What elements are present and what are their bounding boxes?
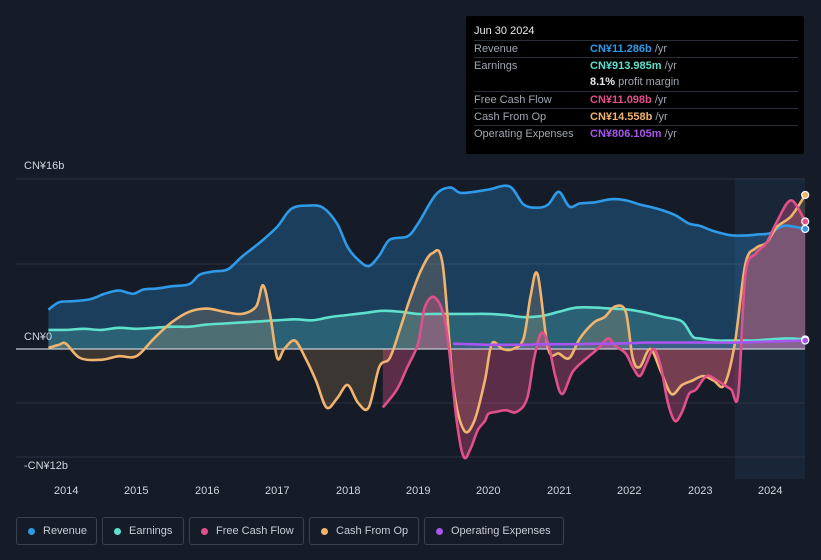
legend-label: Operating Expenses bbox=[451, 525, 551, 537]
legend-dot-icon bbox=[201, 527, 208, 535]
legend-label: Free Cash Flow bbox=[216, 525, 294, 537]
x-tick-label: 2020 bbox=[476, 485, 501, 497]
y-tick-label-top: CN¥16b bbox=[24, 160, 65, 172]
tooltip-value: CN¥11.098b /yr bbox=[590, 94, 667, 106]
tooltip-value-text: CN¥14.558b bbox=[590, 111, 653, 123]
tooltip-label: Revenue bbox=[474, 43, 519, 55]
tooltip-value: CN¥806.105m /yr bbox=[590, 128, 677, 140]
tooltip-value-text: CN¥806.105m bbox=[590, 128, 662, 140]
end-marker-operating-expenses bbox=[801, 336, 810, 345]
tooltip-row-cash-from-op: Cash From Op CN¥14.558b /yr bbox=[474, 108, 798, 126]
y-tick-label-zero: CN¥0 bbox=[24, 331, 53, 343]
tooltip-label: Operating Expenses bbox=[474, 128, 574, 140]
tooltip-value: CN¥913.985m /yr bbox=[590, 60, 677, 72]
x-tick-label: 2018 bbox=[336, 485, 361, 497]
area-earnings bbox=[48, 307, 806, 349]
area-free-cash-flow bbox=[382, 200, 806, 459]
tooltip-unit: /yr bbox=[661, 60, 677, 72]
tooltip-value-text: CN¥11.098b bbox=[590, 94, 652, 106]
end-marker-revenue bbox=[801, 224, 810, 234]
tooltip-label: Earnings bbox=[474, 60, 518, 72]
tooltip-value-text: CN¥11.286b bbox=[590, 43, 652, 55]
line-free-cash-flow bbox=[381, 199, 807, 460]
legend-label: Cash From Op bbox=[336, 525, 409, 537]
tooltip-value-text: 8.1% bbox=[590, 76, 616, 88]
x-tick-label: 2024 bbox=[758, 485, 783, 497]
line-revenue bbox=[47, 184, 806, 311]
x-tick-label: 2021 bbox=[547, 485, 572, 497]
legend-dot-icon bbox=[28, 527, 35, 535]
tooltip-value: 8.1% profit margin bbox=[590, 76, 679, 88]
legend-label: Revenue bbox=[43, 525, 88, 537]
series-areas bbox=[48, 185, 806, 459]
tooltip-value-text: CN¥913.985m bbox=[590, 60, 662, 72]
tooltip-value: CN¥14.558b /yr bbox=[590, 111, 668, 123]
x-tick-label: 2014 bbox=[54, 485, 79, 497]
tooltip-unit: profit margin bbox=[615, 76, 680, 88]
y-tick-label-bottom: -CN¥12b bbox=[24, 460, 69, 472]
series-lines bbox=[47, 184, 807, 460]
legend-free-cash-flow[interactable]: Free Cash Flow bbox=[189, 517, 304, 545]
end-marker-free-cash-flow bbox=[801, 217, 810, 226]
line-earnings bbox=[48, 305, 806, 342]
tooltip-row-free-cash-flow: Free Cash Flow CN¥11.098b /yr bbox=[474, 91, 798, 109]
legend-dot-icon bbox=[321, 527, 328, 535]
tooltip-unit: /yr bbox=[651, 43, 668, 55]
series-end-markers bbox=[801, 190, 810, 345]
x-tick-label: 2016 bbox=[195, 485, 220, 497]
tooltip-unit: /yr bbox=[661, 128, 677, 140]
legend-earnings[interactable]: Earnings bbox=[102, 517, 184, 545]
tooltip-value: CN¥11.286b /yr bbox=[590, 43, 667, 55]
tooltip-label: Cash From Op bbox=[474, 111, 547, 123]
legend-label: Earnings bbox=[129, 525, 173, 537]
legend-revenue[interactable]: Revenue bbox=[16, 517, 97, 545]
legend-dot-icon bbox=[436, 527, 443, 535]
tooltip-date: Jun 30 2024 bbox=[474, 25, 535, 37]
tooltip-row-profit-margin: 8.1% profit margin bbox=[474, 74, 798, 91]
tooltip-unit: /yr bbox=[652, 111, 668, 123]
x-tick-label: 2022 bbox=[617, 485, 642, 497]
line-operating-expenses bbox=[453, 339, 806, 347]
x-tick-label: 2023 bbox=[688, 485, 713, 497]
end-marker-cash-from-op bbox=[801, 190, 810, 200]
x-tick-label: 2019 bbox=[406, 485, 431, 497]
legend-cash-from-op[interactable]: Cash From Op bbox=[309, 517, 419, 545]
forecast-region bbox=[734, 178, 805, 479]
grid bbox=[16, 178, 805, 458]
tooltip-row-revenue: Revenue CN¥11.286b /yr bbox=[474, 40, 798, 58]
tooltip-label: Free Cash Flow bbox=[474, 94, 552, 106]
tooltip-row-operating-expenses: Operating Expenses CN¥806.105m /yr bbox=[474, 125, 798, 143]
x-tick-label: 2015 bbox=[124, 485, 149, 497]
line-cash-from-op bbox=[48, 194, 807, 434]
tooltip-unit: /yr bbox=[651, 94, 668, 106]
legend-operating-expenses[interactable]: Operating Expenses bbox=[424, 517, 564, 545]
legend-dot-icon bbox=[114, 527, 121, 535]
data-tooltip: Jun 30 2024 Revenue CN¥11.286b /yr Earni… bbox=[466, 16, 804, 154]
x-tick-label: 2017 bbox=[265, 485, 290, 497]
chart bbox=[16, 178, 810, 479]
tooltip-row-earnings: Earnings CN¥913.985m /yr bbox=[474, 57, 798, 75]
